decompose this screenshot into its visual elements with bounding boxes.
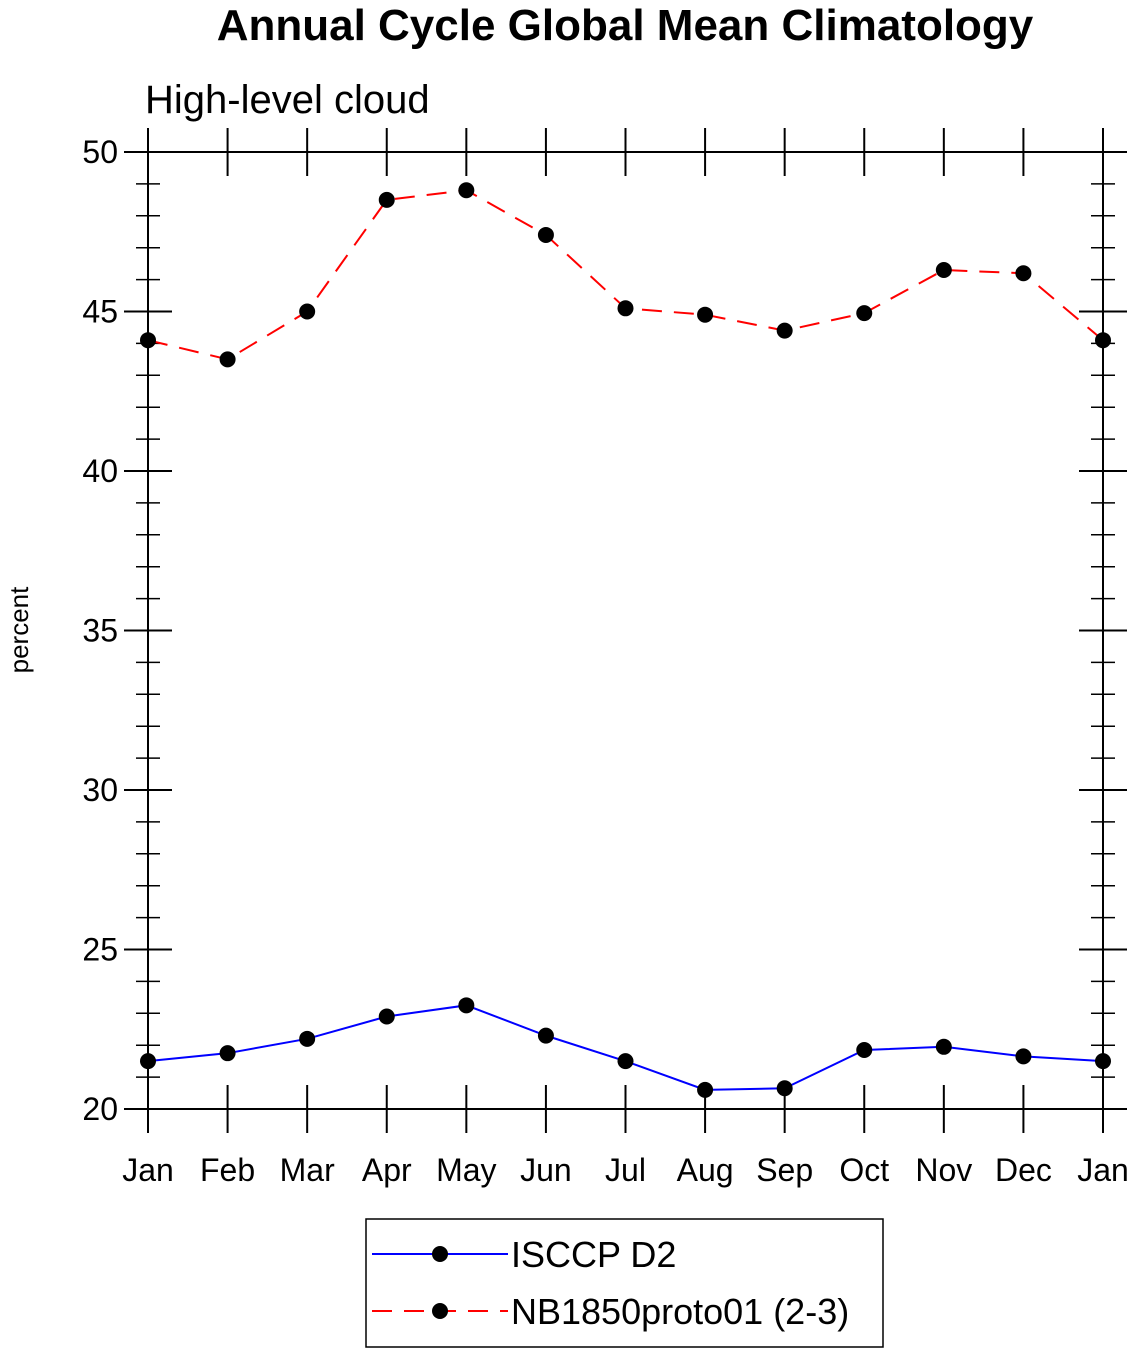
series-1-point <box>219 351 236 368</box>
series-0-point <box>1095 1053 1111 1070</box>
legend-box <box>365 1218 884 1348</box>
x-tick-label: Feb <box>200 1152 255 1188</box>
series-1-point <box>299 303 316 320</box>
y-tick-label: 40 <box>82 453 118 489</box>
series-1-point <box>617 300 634 317</box>
y-tick-label: 30 <box>82 772 118 808</box>
series-0-point <box>140 1053 156 1070</box>
series-1-point <box>776 322 793 339</box>
series-1-point <box>1015 265 1032 282</box>
y-axis-label: percent <box>4 586 34 673</box>
legend: ISCCP D2 NB1850proto01 (2-3) <box>365 1218 884 1348</box>
series-layer <box>140 182 1111 1098</box>
series-line-1 <box>147 189 1104 361</box>
x-tick-label: Jun <box>520 1152 572 1188</box>
x-tick-label: Mar <box>280 1152 335 1188</box>
y-tick-label: 20 <box>82 1091 118 1127</box>
x-tick-label: Apr <box>362 1152 412 1188</box>
series-1-point <box>1095 332 1111 349</box>
minor-ticks <box>136 183 1115 1078</box>
x-tick-label: Jan <box>1077 1152 1129 1188</box>
series-1-point <box>140 332 156 349</box>
x-tick-label: Jan <box>122 1152 174 1188</box>
legend-marker-series-0 <box>432 1246 448 1262</box>
major-ticks <box>124 128 1127 1133</box>
plot-frame <box>147 151 1104 1110</box>
series-1-point <box>537 226 554 243</box>
x-tick-labels: Jan Feb Mar Apr May Jun Jul Aug Sep Oct Nov Dec Jan <box>122 1152 1129 1188</box>
chart-title: Annual Cycle Global Mean Climatology <box>217 1 1034 50</box>
series-0-point <box>935 1038 952 1055</box>
y-tick-label: 50 <box>82 134 118 170</box>
x-tick-label: Oct <box>839 1152 889 1188</box>
series-0-point <box>299 1030 316 1047</box>
y-tick-label: 35 <box>82 613 118 649</box>
y-tick-label: 45 <box>82 294 118 330</box>
series-0-point <box>537 1027 554 1044</box>
series-0-point <box>617 1053 634 1070</box>
series-0-point <box>378 1008 395 1025</box>
chart-subtitle: High-level cloud <box>145 78 430 122</box>
y-tick-label: 25 <box>82 932 118 968</box>
y-tick-labels: 20 25 30 35 40 45 50 <box>82 134 118 1127</box>
series-1-point <box>856 305 873 322</box>
x-tick-label: Jul <box>605 1152 646 1188</box>
x-tick-label: Dec <box>995 1152 1052 1188</box>
series-1-point <box>378 191 395 208</box>
x-tick-label: Nov <box>915 1152 972 1188</box>
series-1-point <box>697 306 714 323</box>
series-0-point <box>1015 1048 1032 1065</box>
x-tick-label: Sep <box>756 1152 813 1188</box>
legend-marker-series-1 <box>432 1303 448 1319</box>
series-0-point <box>458 997 475 1014</box>
legend-label-series-0: ISCCP D2 <box>511 1234 676 1275</box>
series-0-point <box>776 1080 793 1097</box>
series-0-point <box>856 1041 873 1058</box>
series-0-point <box>697 1081 714 1098</box>
series-1-point <box>458 182 475 199</box>
legend-label-series-1: NB1850proto01 (2-3) <box>511 1291 849 1332</box>
series-1-point <box>935 262 952 279</box>
x-tick-label: Aug <box>677 1152 734 1188</box>
x-tick-label: May <box>436 1152 496 1188</box>
series-0-point <box>219 1045 236 1062</box>
series-line-0 <box>147 1004 1104 1091</box>
